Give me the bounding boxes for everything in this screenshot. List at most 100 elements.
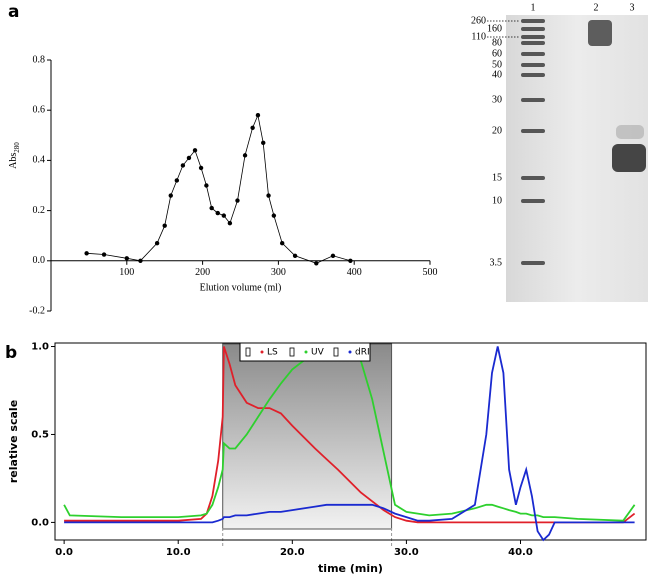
y-tick-label: 0.5 — [31, 429, 49, 440]
x-tick-label: 200 — [195, 267, 210, 278]
ladder-band — [521, 27, 545, 31]
lane-label: 2 — [594, 2, 599, 13]
shaded-region — [222, 343, 393, 530]
ladder-band — [521, 129, 545, 133]
legend-swatch — [304, 350, 308, 354]
data-point — [168, 193, 173, 198]
panel-label: b — [5, 343, 17, 363]
y-tick-label: 0.8 — [33, 54, 46, 65]
marker-label: 50 — [492, 59, 502, 70]
marker-label: 40 — [492, 69, 502, 80]
lane-label: 3 — [630, 2, 635, 13]
data-point — [162, 223, 167, 228]
marker-label: 10 — [492, 195, 502, 206]
data-point — [221, 213, 227, 218]
legend-swatch — [260, 350, 264, 354]
marker-label: 110 — [471, 31, 486, 42]
x-tick-label: 500 — [423, 267, 438, 278]
y-axis-label: relative scale — [7, 400, 20, 483]
x-tick-label: 20.0 — [280, 547, 305, 558]
data-point — [261, 140, 266, 146]
x-tick-label: 10.0 — [166, 547, 191, 558]
data-point — [186, 155, 192, 161]
y-tick-label: 0.6 — [33, 104, 46, 115]
data-point — [101, 252, 107, 257]
lane-label: 1 — [531, 2, 536, 13]
legend-label: UV — [311, 348, 325, 358]
data-point — [198, 165, 204, 171]
y-tick-label: 1.0 — [31, 342, 49, 353]
data-point — [279, 241, 285, 246]
gel-band — [588, 20, 612, 46]
y-tick-label: 0.2 — [33, 205, 46, 216]
data-point — [314, 261, 319, 266]
data-point — [192, 148, 198, 153]
data-point — [271, 213, 277, 218]
ladder-band — [521, 98, 545, 102]
ladder-band — [521, 52, 545, 56]
data-point — [250, 125, 255, 130]
data-point — [204, 183, 209, 188]
legend-checkbox — [333, 347, 339, 357]
legend-checkbox — [245, 347, 251, 357]
ladder-band — [521, 261, 545, 265]
data-point — [154, 241, 160, 246]
legend-checkbox — [289, 347, 295, 357]
data-point — [348, 258, 353, 263]
y-tick-label: 0.4 — [33, 155, 46, 166]
marker-label: 60 — [492, 48, 502, 59]
data-point — [174, 178, 180, 183]
gel-band — [612, 144, 646, 172]
x-tick-label: 400 — [347, 267, 362, 278]
x-tick-label: 300 — [271, 267, 286, 278]
x-axis-label: Elution volume (ml) — [200, 282, 282, 293]
x-tick-label: 30.0 — [394, 547, 419, 558]
x-tick-label: 40.0 — [508, 547, 533, 558]
data-point — [330, 253, 336, 258]
data-point — [227, 220, 233, 226]
data-point — [242, 153, 248, 158]
ladder-band — [521, 35, 545, 39]
series-line — [64, 346, 635, 542]
marker-label: 30 — [492, 94, 502, 105]
ladder-band — [521, 176, 545, 180]
legend-label: dRI — [355, 348, 370, 358]
data-point — [235, 198, 240, 203]
ladder-band — [521, 19, 545, 23]
x-axis-label: time (min) — [318, 562, 383, 575]
data-point — [255, 113, 261, 118]
y-tick-label: 0.0 — [31, 517, 49, 528]
y-label-main: Abs — [8, 153, 19, 169]
marker-label: 260 — [471, 15, 486, 26]
y-tick-label: 0.0 — [33, 255, 46, 266]
data-point — [215, 210, 220, 216]
ladder-band — [521, 63, 545, 67]
ladder-band — [521, 73, 545, 77]
x-tick-label: 100 — [119, 267, 134, 278]
data-point — [138, 258, 143, 263]
gel-band — [616, 125, 644, 139]
series-line — [86, 113, 351, 264]
legend-swatch — [348, 350, 352, 354]
data-point — [209, 205, 214, 211]
legend-label: LS — [267, 348, 278, 358]
ladder-band — [521, 41, 545, 45]
marker-label: 160 — [487, 23, 502, 34]
series-line — [63, 345, 636, 522]
ladder-band — [521, 199, 545, 203]
series-line — [64, 346, 636, 524]
data-point — [292, 253, 298, 258]
marker-label: 20 — [492, 125, 502, 136]
panel-label: a — [8, 2, 19, 22]
marker-label: 15 — [492, 172, 502, 183]
marker-label: 80 — [492, 37, 502, 48]
marker-label: 3.5 — [490, 257, 503, 268]
data-point — [180, 163, 186, 168]
data-point — [84, 251, 89, 256]
x-tick-label: 0.0 — [55, 547, 73, 558]
y-axis-label: Abs280 — [8, 142, 20, 169]
data-point — [266, 193, 271, 198]
y-tick-label: -0.2 — [29, 305, 45, 316]
y-label-sub: 280 — [13, 142, 21, 153]
